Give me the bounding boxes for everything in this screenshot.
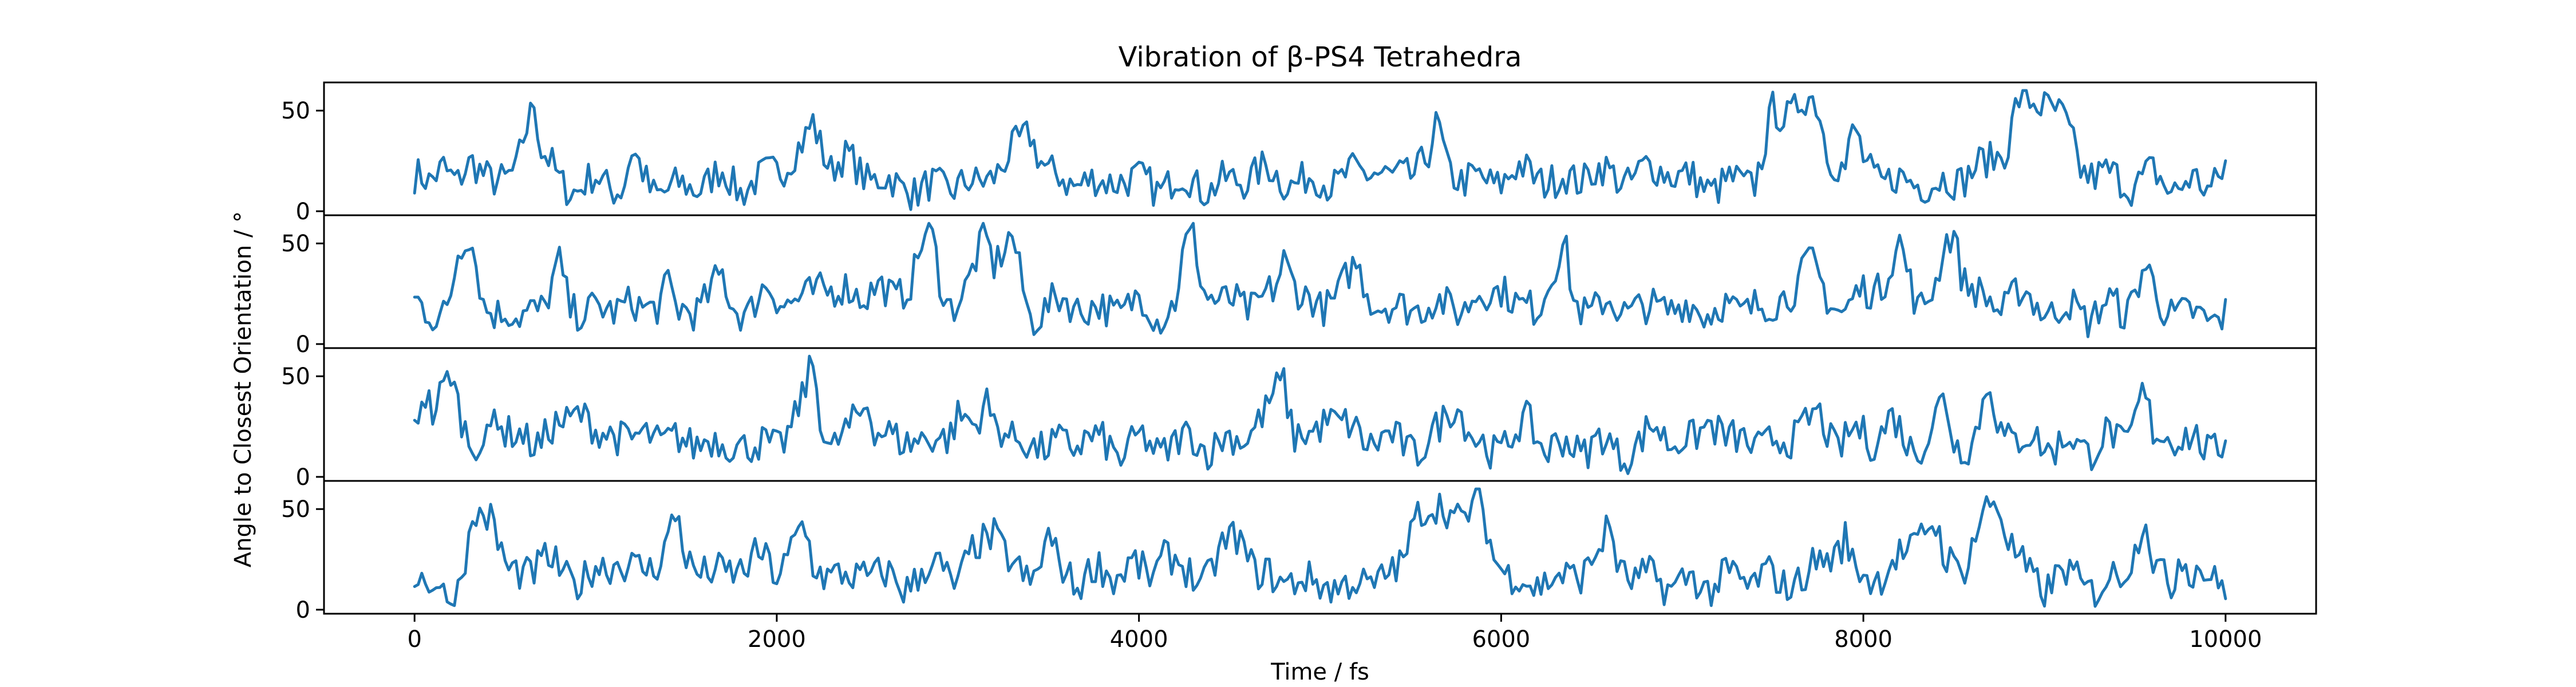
x-tick-label: 6000 (1472, 626, 1530, 653)
series-line-3 (413, 354, 2227, 475)
x-axis-label: Time / fs (1270, 659, 1369, 685)
y-tick-label: 50 (281, 496, 310, 523)
panel-frame-4 (323, 480, 2317, 615)
x-tick-label: 4000 (1110, 626, 1168, 653)
y-tick-label: 0 (296, 331, 310, 358)
y-tick-label: 0 (296, 199, 310, 225)
y-tick-label: 50 (281, 98, 310, 124)
x-tick-label: 0 (407, 626, 421, 653)
series-line-2 (413, 222, 2227, 338)
panel-1: 0 50 (281, 81, 2317, 225)
panel-frame-3 (323, 347, 2317, 482)
x-tick-label: 8000 (1834, 626, 1893, 653)
y-tick-label: 50 (281, 364, 310, 390)
x-tick-label: 10000 (2189, 626, 2262, 653)
panel-3: 0 50 (281, 347, 2317, 491)
series-line-1 (413, 89, 2227, 211)
y-axis-label: Angle to Closest Orientation / ° (230, 211, 256, 567)
panel-2: 0 50 (281, 214, 2317, 358)
y-tick-label: 50 (281, 231, 310, 257)
panel-4: 0 50 (281, 480, 2317, 623)
chart-title: Vibration of β-PS4 Tetrahedra (1119, 41, 1522, 73)
panels: 0 50 0 50 0 50 0 50 (281, 81, 2317, 623)
y-tick-label: 0 (296, 464, 310, 491)
x-axis: 0 2000 4000 6000 8000 10000 (407, 614, 2262, 653)
x-tick-label: 2000 (748, 626, 806, 653)
y-tick-label: 0 (296, 597, 310, 623)
series-line-4 (413, 487, 2227, 608)
